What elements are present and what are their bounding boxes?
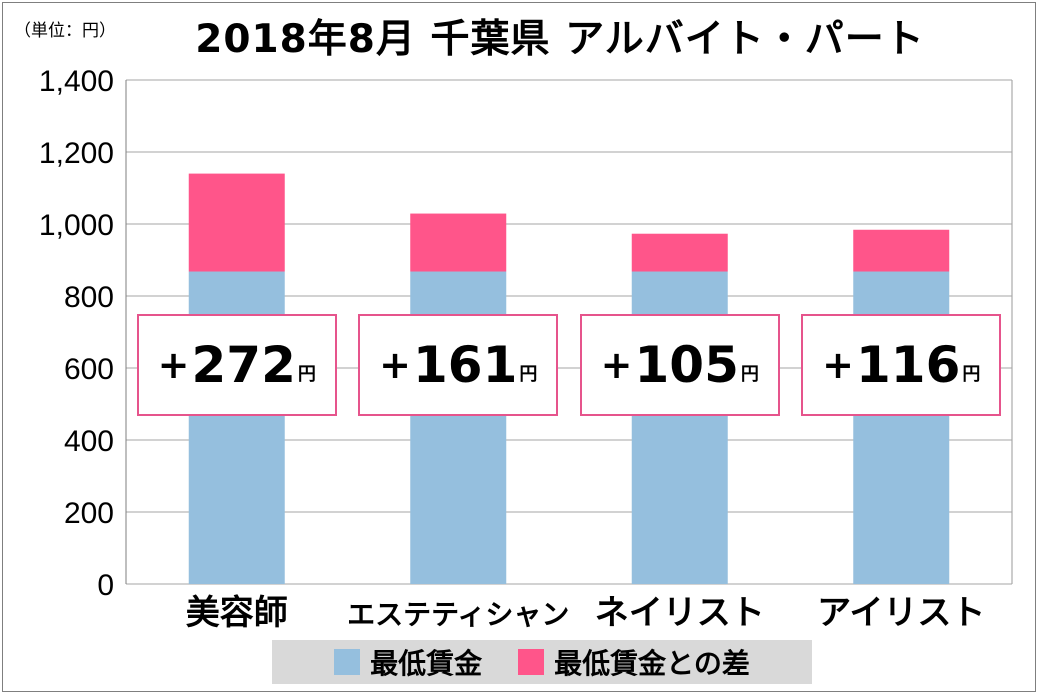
diff-unit: 円 <box>519 364 538 385</box>
bar-wage-diff <box>631 233 728 272</box>
diff-label-2: + 105 円 <box>579 314 780 416</box>
legend: 最低賃金 最低賃金との差 <box>272 640 812 684</box>
legend-item-base: 最低賃金 <box>334 642 482 682</box>
x-tick-label: アイリスト <box>817 593 985 633</box>
legend-label-base: 最低賃金 <box>370 647 483 680</box>
unit-label: （単位：円） <box>14 21 116 41</box>
diff-label-0: + 272 円 <box>136 314 337 416</box>
diff-unit: 円 <box>962 364 981 385</box>
legend-item-diff: 最低賃金との差 <box>518 642 750 682</box>
y-tick-label: 1,400 <box>39 65 114 98</box>
diff-sign: + <box>157 343 190 387</box>
diff-value: 116 <box>855 336 961 394</box>
y-tick-label: 800 <box>64 281 114 314</box>
y-tick-label: 200 <box>64 497 114 530</box>
diff-value: 161 <box>412 336 518 394</box>
chart-title: 2018年8月 千葉県 アルバイト・パート <box>195 17 925 62</box>
x-tick-label: 美容師 <box>186 593 288 633</box>
diff-value: 105 <box>634 336 739 394</box>
bar-wage-diff <box>410 213 507 272</box>
diff-unit: 円 <box>740 364 759 385</box>
y-tick-label: 1,200 <box>39 137 114 170</box>
legend-swatch-diff <box>518 649 545 675</box>
diff-sign: + <box>379 343 411 387</box>
diff-value: 272 <box>191 336 296 394</box>
diff-sign: + <box>822 343 854 387</box>
y-tick-label: 600 <box>64 353 114 386</box>
diff-label-1: + 161 円 <box>358 314 559 416</box>
y-tick-label: 0 <box>97 569 114 602</box>
x-tick-label: エステティシャン <box>347 598 569 631</box>
bar-wage-diff <box>188 173 285 272</box>
legend-label-diff: 最低賃金との差 <box>554 647 750 680</box>
y-tick-label: 400 <box>64 425 114 458</box>
diff-label-3: + 116 円 <box>801 314 1002 416</box>
diff-sign: + <box>600 343 633 387</box>
diff-unit: 円 <box>297 364 316 385</box>
bar-wage-diff <box>853 229 950 272</box>
legend-swatch-base <box>334 649 361 675</box>
y-tick-label: 1,000 <box>39 209 114 242</box>
x-tick-label: ネイリスト <box>595 593 765 633</box>
